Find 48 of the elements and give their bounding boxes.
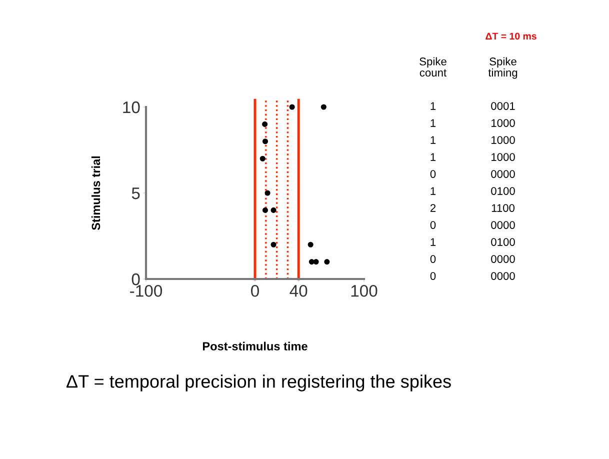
text: 0 [430,272,436,280]
point [264,190,270,196]
point [262,138,268,144]
point [308,242,314,248]
text: 0100 [491,238,515,246]
point [289,104,295,110]
point [260,156,266,162]
text: 1 [430,187,436,195]
x-tick-label: 100 [351,284,378,297]
x-tick-label: -100 [130,284,162,297]
point [320,104,326,110]
text: 1 [430,136,436,144]
text: 0000 [491,221,515,229]
text: Spike count [420,57,447,77]
text: 0000 [491,170,515,178]
point [262,121,268,127]
text: 1100 [492,204,515,212]
text: ΔT = 10 ms [486,32,536,40]
text: 1000 [491,153,515,161]
point [270,207,276,213]
text: 1000 [491,136,515,144]
point [308,259,314,265]
x-tick-label: 0 [251,284,259,297]
y-tick-label: 5 [132,188,140,200]
text: 0100 [491,187,515,195]
text: 0000 [491,272,515,280]
point [313,259,319,265]
text: 1 [430,102,436,110]
x-tick-label: 40 [290,284,308,297]
text: 1000 [491,119,515,127]
text: 1 [430,238,436,246]
text: ΔT = temporal precision in registering the spikes [66,374,451,392]
text: 0 [430,221,436,229]
text: 0 [430,170,436,178]
y-tick-label: 0 [132,273,140,286]
point [262,207,268,213]
x-axis-title: Post-stimulus time [202,342,308,350]
text: 0 [430,255,436,263]
point [270,242,276,248]
text: 1 [430,153,436,161]
y-axis-title: Stimulus trial [91,156,100,230]
text: 0000 [491,255,515,263]
point [324,259,330,265]
text: 2 [430,204,436,212]
text: Spike timing [488,57,518,79]
text: 1 [430,119,436,127]
text: 0001 [491,102,515,110]
y-tick-label: 10 [123,101,140,114]
